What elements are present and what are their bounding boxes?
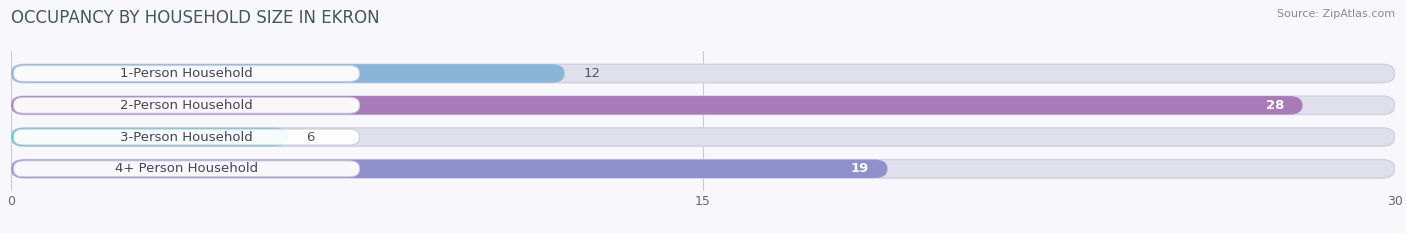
- FancyBboxPatch shape: [14, 161, 360, 177]
- Text: 12: 12: [583, 67, 600, 80]
- FancyBboxPatch shape: [14, 97, 360, 113]
- Text: 4+ Person Household: 4+ Person Household: [115, 162, 259, 175]
- FancyBboxPatch shape: [11, 96, 1302, 114]
- Text: 28: 28: [1265, 99, 1284, 112]
- FancyBboxPatch shape: [11, 128, 1395, 146]
- Text: OCCUPANCY BY HOUSEHOLD SIZE IN EKRON: OCCUPANCY BY HOUSEHOLD SIZE IN EKRON: [11, 9, 380, 27]
- FancyBboxPatch shape: [14, 65, 360, 82]
- Text: 6: 6: [307, 130, 315, 144]
- Text: 1-Person Household: 1-Person Household: [120, 67, 253, 80]
- Text: Source: ZipAtlas.com: Source: ZipAtlas.com: [1277, 9, 1395, 19]
- FancyBboxPatch shape: [11, 128, 288, 146]
- FancyBboxPatch shape: [11, 96, 1395, 114]
- FancyBboxPatch shape: [11, 160, 887, 178]
- Text: 3-Person Household: 3-Person Household: [120, 130, 253, 144]
- FancyBboxPatch shape: [11, 64, 565, 83]
- FancyBboxPatch shape: [14, 129, 360, 145]
- Text: 2-Person Household: 2-Person Household: [120, 99, 253, 112]
- FancyBboxPatch shape: [11, 64, 1395, 83]
- FancyBboxPatch shape: [11, 160, 1395, 178]
- Text: 19: 19: [851, 162, 869, 175]
